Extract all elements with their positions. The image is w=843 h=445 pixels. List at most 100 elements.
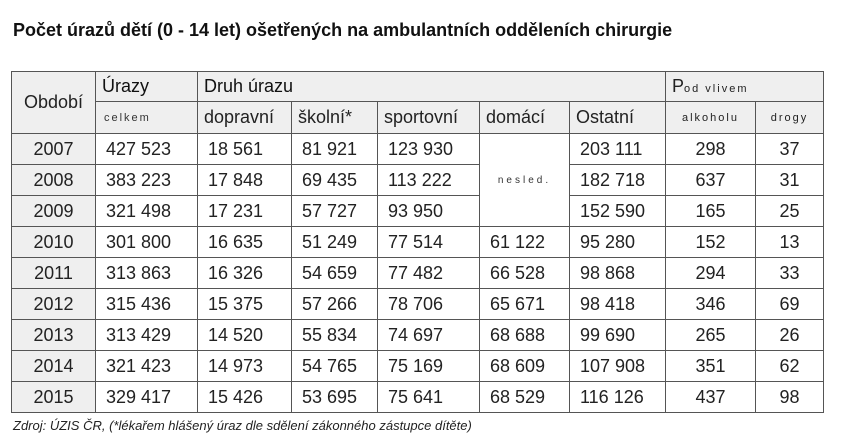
celkem-cell: 329 417 (95, 381, 198, 413)
dopravni-cell: 15 375 (197, 288, 292, 320)
ostatni-cell: 203 111 (569, 133, 666, 165)
header-ostatni: Ostatní (569, 101, 666, 134)
year-cell: 2009 (11, 195, 96, 227)
header-dopravni: dopravní (197, 101, 292, 134)
header-domaci: domácí (479, 101, 570, 134)
drogy-cell: 62 (755, 350, 824, 382)
injury-table: Období Úrazy Druh úrazu Pod vlivem celke… (11, 71, 824, 413)
year-cell: 2013 (11, 319, 96, 351)
domaci-cell: 65 671 (479, 288, 570, 320)
domaci-cell: 68 529 (479, 381, 570, 413)
alkohol-cell: 152 (665, 226, 756, 258)
drogy-cell: 98 (755, 381, 824, 413)
drogy-cell: 13 (755, 226, 824, 258)
ostatni-cell: 98 868 (569, 257, 666, 289)
year-cell: 2015 (11, 381, 96, 413)
header-pod-vlivem: Pod vlivem (665, 71, 824, 102)
header-skolni: školní* (291, 101, 378, 134)
skolni-cell: 81 921 (291, 133, 378, 165)
sportovni-cell: 75 169 (377, 350, 480, 382)
ostatni-cell: 107 908 (569, 350, 666, 382)
drogy-cell: 26 (755, 319, 824, 351)
ostatni-cell: 95 280 (569, 226, 666, 258)
dopravni-cell: 14 973 (197, 350, 292, 382)
source-note: Zdroj: ÚZIS ČR, (*lékařem hlášený úraz d… (13, 418, 472, 433)
alkohol-cell: 165 (665, 195, 756, 227)
skolni-cell: 51 249 (291, 226, 378, 258)
dopravni-cell: 18 561 (197, 133, 292, 165)
dopravni-cell: 16 326 (197, 257, 292, 289)
header-celkem: celkem (95, 101, 198, 134)
table-row: 2009 321 498 17 231 57 727 93 950 152 59… (11, 195, 824, 227)
celkem-cell: 313 863 (95, 257, 198, 289)
table-row: 2013 313 429 14 520 55 834 74 697 68 688… (11, 319, 824, 351)
celkem-cell: 383 223 (95, 164, 198, 196)
header-pod-vlivem-rest: od vlivem (684, 83, 749, 95)
skolni-cell: 57 266 (291, 288, 378, 320)
page-title: Počet úrazů dětí (0 - 14 let) ošetřených… (13, 20, 673, 40)
drogy-cell: 37 (755, 133, 824, 165)
skolni-cell: 53 695 (291, 381, 378, 413)
celkem-cell: 301 800 (95, 226, 198, 258)
table-row: 2015 329 417 15 426 53 695 75 641 68 529… (11, 381, 824, 413)
year-cell: 2014 (11, 350, 96, 382)
skolni-cell: 55 834 (291, 319, 378, 351)
table-row: 2014 321 423 14 973 54 765 75 169 68 609… (11, 350, 824, 382)
year-cell: 2012 (11, 288, 96, 320)
dopravni-cell: 17 231 (197, 195, 292, 227)
skolni-cell: 54 659 (291, 257, 378, 289)
celkem-cell: 321 498 (95, 195, 198, 227)
dopravni-cell: 14 520 (197, 319, 292, 351)
drogy-cell: 33 (755, 257, 824, 289)
ostatni-cell: 98 418 (569, 288, 666, 320)
header-obdobi: Období (11, 71, 96, 134)
ostatni-cell: 116 126 (569, 381, 666, 413)
ostatni-cell: 99 690 (569, 319, 666, 351)
celkem-cell: 315 436 (95, 288, 198, 320)
table-row: 2012 315 436 15 375 57 266 78 706 65 671… (11, 288, 824, 320)
header-druh-urazu: Druh úrazu (197, 71, 666, 102)
alkohol-cell: 346 (665, 288, 756, 320)
domaci-cell: 61 122 (479, 226, 570, 258)
alkohol-cell: 351 (665, 350, 756, 382)
alkohol-cell: 294 (665, 257, 756, 289)
dopravni-cell: 16 635 (197, 226, 292, 258)
ostatni-cell: 152 590 (569, 195, 666, 227)
skolni-cell: 69 435 (291, 164, 378, 196)
celkem-cell: 427 523 (95, 133, 198, 165)
sportovni-cell: 123 930 (377, 133, 480, 165)
domaci-cell: 68 688 (479, 319, 570, 351)
skolni-cell: 57 727 (291, 195, 378, 227)
alkohol-cell: 637 (665, 164, 756, 196)
skolni-cell: 54 765 (291, 350, 378, 382)
domaci-cell: 68 609 (479, 350, 570, 382)
domaci-cell: 66 528 (479, 257, 570, 289)
year-cell: 2007 (11, 133, 96, 165)
sportovni-cell: 77 482 (377, 257, 480, 289)
drogy-cell: 69 (755, 288, 824, 320)
drogy-cell: 25 (755, 195, 824, 227)
sportovni-cell: 74 697 (377, 319, 480, 351)
dopravni-cell: 17 848 (197, 164, 292, 196)
header-sportovni: sportovní (377, 101, 480, 134)
sportovni-cell: 75 641 (377, 381, 480, 413)
sportovni-cell: 77 514 (377, 226, 480, 258)
alkohol-cell: 298 (665, 133, 756, 165)
sportovni-cell: 93 950 (377, 195, 480, 227)
alkohol-cell: 265 (665, 319, 756, 351)
celkem-cell: 321 423 (95, 350, 198, 382)
celkem-cell: 313 429 (95, 319, 198, 351)
year-cell: 2010 (11, 226, 96, 258)
table-row: 2007 427 523 18 561 81 921 123 930 nesle… (11, 133, 824, 227)
year-cell: 2011 (11, 257, 96, 289)
drogy-cell: 31 (755, 164, 824, 196)
sportovni-cell: 113 222 (377, 164, 480, 196)
table-row: 2010 301 800 16 635 51 249 77 514 61 122… (11, 226, 824, 258)
alkohol-cell: 437 (665, 381, 756, 413)
table-row: 2008 383 223 17 848 69 435 113 222 182 7… (11, 164, 824, 196)
sportovni-cell: 78 706 (377, 288, 480, 320)
year-cell: 2008 (11, 164, 96, 196)
ostatni-cell: 182 718 (569, 164, 666, 196)
dopravni-cell: 15 426 (197, 381, 292, 413)
nesled-cell: nesled. (479, 133, 570, 227)
